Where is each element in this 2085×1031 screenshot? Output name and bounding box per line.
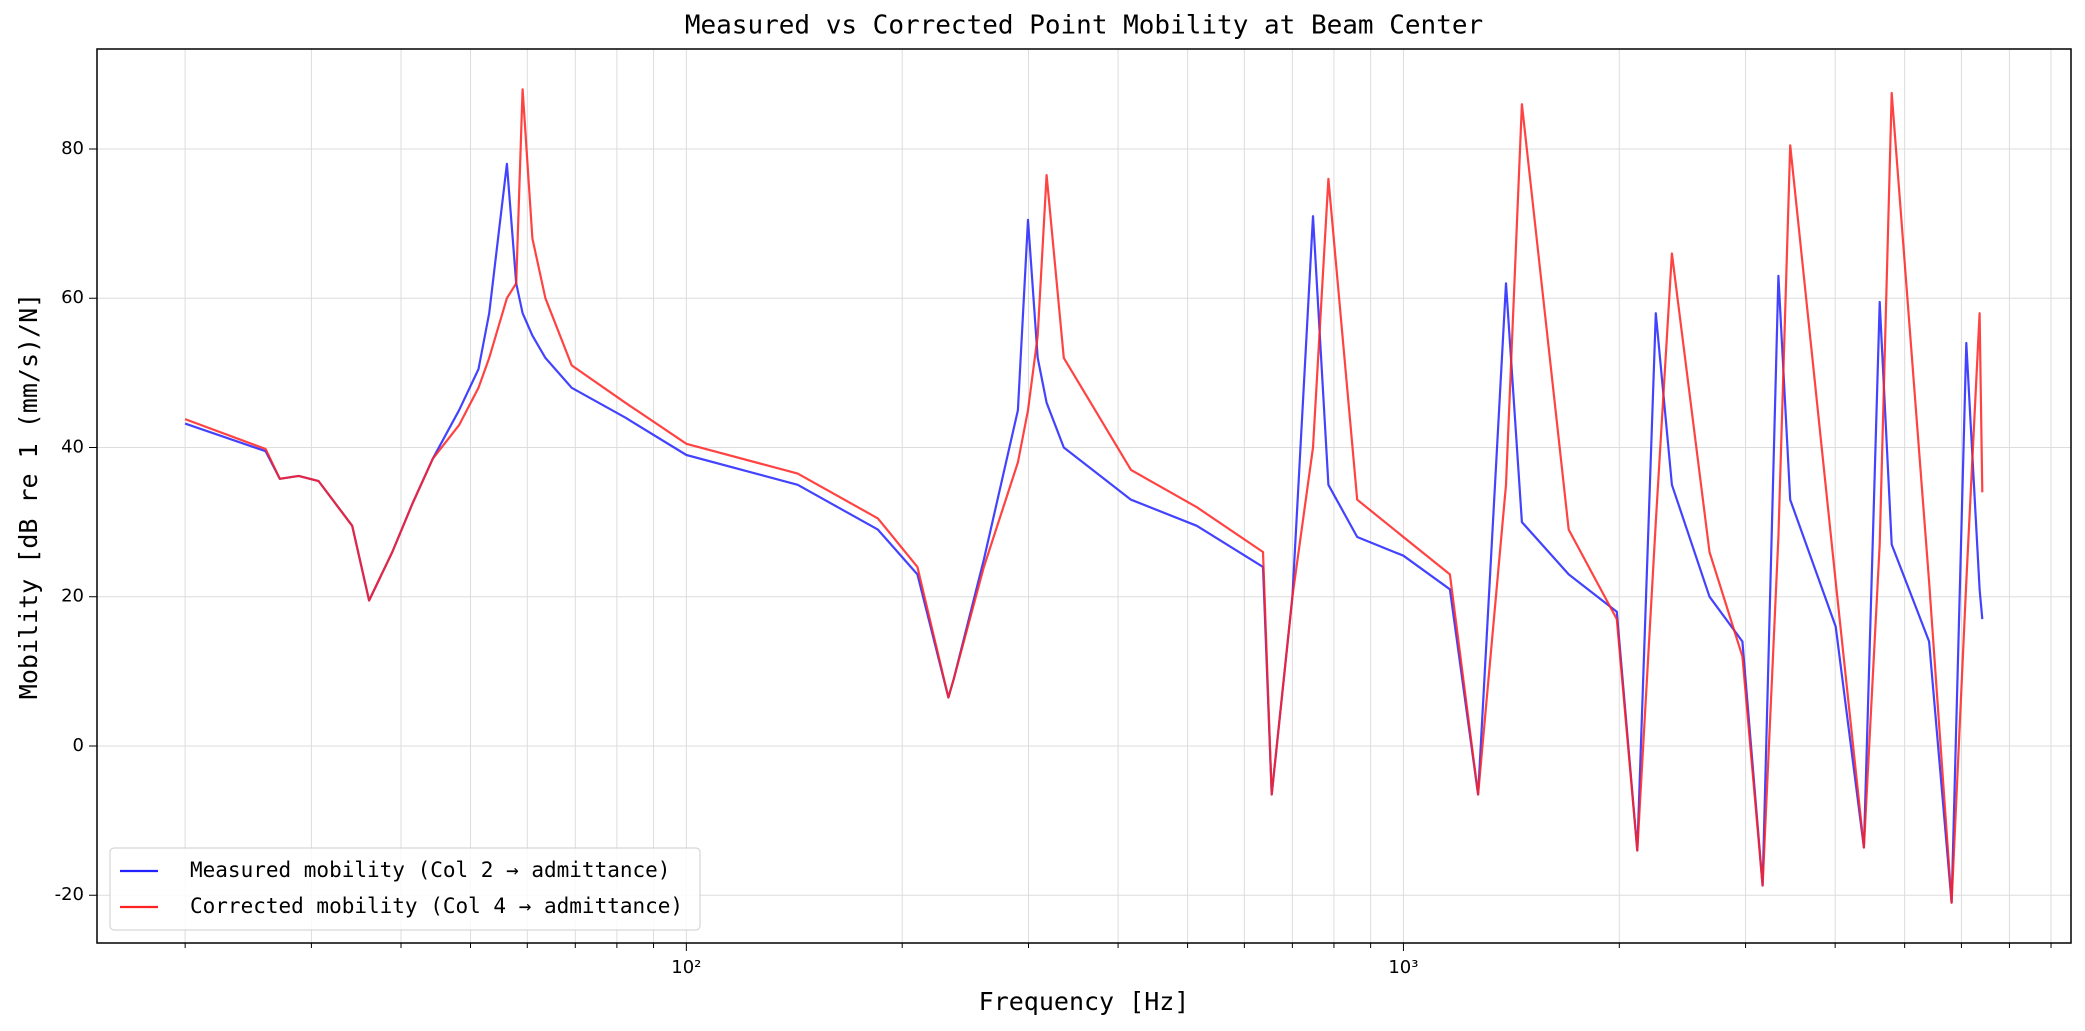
legend-box [109,847,701,931]
legend-label: Corrected mobility (Col 4 → admittance) [190,894,683,918]
x-axis-label: Frequency [Hz] [979,987,1190,1016]
chart-title: Measured vs Corrected Point Mobility at … [685,11,1483,41]
y-tick-label: 60 [61,287,84,308]
y-axis-label: Mobility [dB re 1 (mm/s)/N] [14,293,43,699]
data-line [184,162,1984,904]
y-tick-label: 20 [61,586,84,607]
x-tick-label: 10³ [1388,957,1418,978]
y-tick-label: 0 [73,735,84,756]
data-line [184,88,1984,904]
plot-frame [96,48,2072,944]
y-tick-label: 80 [61,138,84,159]
x-tick-label: 10² [671,957,701,978]
legend-label: Measured mobility (Col 2 → admittance) [190,858,670,882]
y-tick-label: -20 [55,884,84,905]
y-tick-label: 40 [61,436,84,457]
legend: Measured mobility (Col 2 → admittance) Co… [109,847,701,931]
